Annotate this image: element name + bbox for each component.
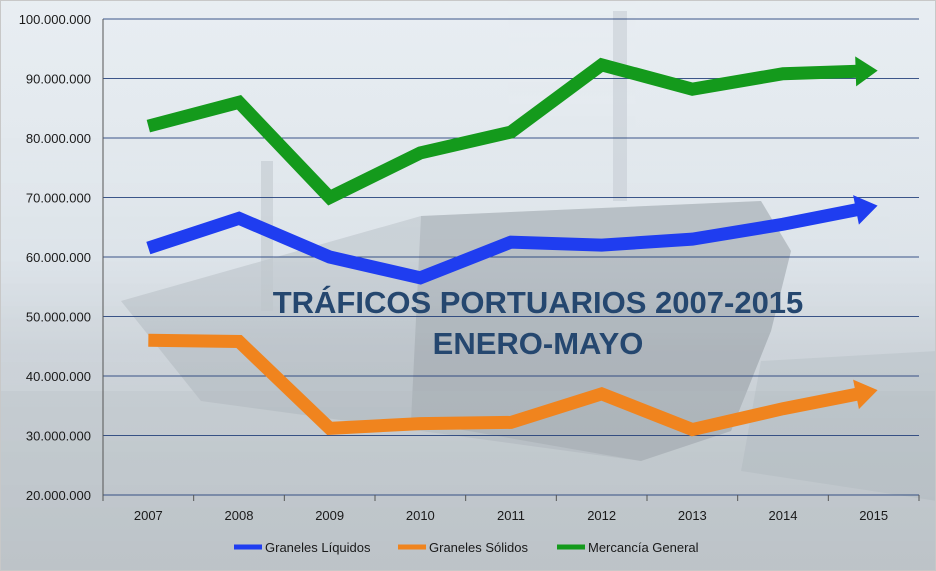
- y-tick-label: 100.000.000: [19, 12, 91, 27]
- series-line-1: [146, 203, 860, 285]
- grid-lines: [103, 18, 919, 496]
- x-tick-label: 2009: [315, 508, 344, 523]
- y-tick-label: 30.000.000: [26, 429, 91, 444]
- x-tick-label: 2012: [587, 508, 616, 523]
- y-tick-label: 60.000.000: [26, 250, 91, 265]
- legend-label-2: Graneles Sólidos: [429, 540, 528, 555]
- y-tick-label: 50.000.000: [26, 310, 91, 325]
- x-tick-label: 2010: [406, 508, 435, 523]
- chart-title: TRÁFICOS PORTUARIOS 2007-2015: [273, 285, 804, 320]
- series-arrowhead-1: [853, 195, 878, 225]
- series-line-2: [148, 333, 860, 437]
- x-tick-label: 2014: [769, 508, 798, 523]
- legend: Graneles Líquidos Graneles Sólidos Mercanc…: [234, 540, 699, 555]
- series-line-3: [146, 57, 859, 206]
- y-tick-label: 90.000.000: [26, 72, 91, 87]
- x-tick-label: 2015: [859, 508, 888, 523]
- x-tick-label: 2011: [497, 508, 525, 523]
- series-arrowhead-3: [855, 56, 878, 87]
- y-tick-label: 40.000.000: [26, 369, 91, 384]
- series-arrowhead-2: [853, 379, 878, 410]
- x-tick-label: 2013: [678, 508, 707, 523]
- legend-label-1: Graneles Líquidos: [265, 540, 371, 555]
- legend-label-3: Mercancía General: [588, 540, 699, 555]
- y-tick-label: 80.000.000: [26, 131, 91, 146]
- x-tick-label: 2008: [225, 508, 254, 523]
- axes: 20.000.000 30.000.000 40.000.000 50.000.000…: [19, 12, 920, 523]
- y-tick-label: 70.000.000: [26, 191, 91, 206]
- series-lines: [146, 56, 878, 437]
- x-tick-label: 2007: [134, 508, 163, 523]
- chart-title-block: TRÁFICOS PORTUARIOS 2007-2015 ENERO-MAYO: [273, 285, 804, 361]
- chart-subtitle: ENERO-MAYO: [433, 326, 644, 361]
- y-tick-label: 20.000.000: [26, 488, 91, 503]
